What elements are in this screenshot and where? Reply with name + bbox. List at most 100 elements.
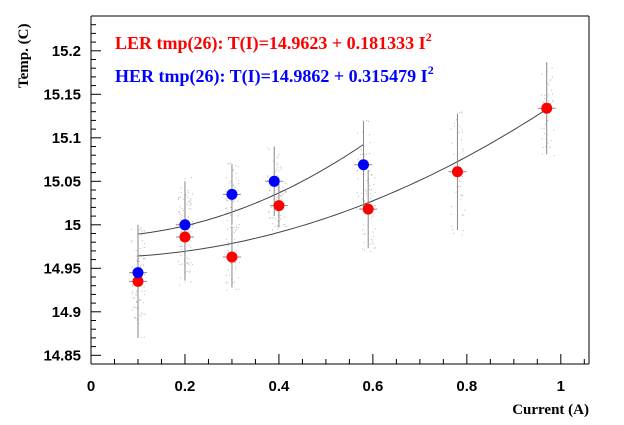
noise-dot bbox=[460, 199, 462, 201]
noise-dot bbox=[178, 261, 180, 263]
noise-dot bbox=[360, 153, 362, 155]
noise-dot bbox=[456, 119, 458, 121]
her-data-point bbox=[132, 267, 144, 279]
noise-dot bbox=[365, 190, 367, 192]
noise-dot bbox=[227, 281, 229, 283]
ler-data-point bbox=[362, 203, 374, 215]
noise-dot bbox=[462, 148, 464, 150]
noise-dot bbox=[131, 309, 133, 311]
noise-dot bbox=[143, 286, 145, 288]
noise-dot bbox=[177, 197, 179, 199]
noise-dot bbox=[144, 294, 146, 296]
noise-dot bbox=[461, 111, 463, 113]
noise-dot bbox=[235, 230, 237, 232]
noise-dot bbox=[224, 207, 226, 209]
noise-dot bbox=[373, 247, 375, 249]
noise-dot bbox=[548, 100, 550, 102]
noise-dot bbox=[141, 291, 143, 293]
noise-dot bbox=[237, 215, 239, 217]
noise-dot bbox=[280, 215, 282, 217]
noise-dot bbox=[460, 194, 462, 196]
noise-dot bbox=[540, 94, 542, 96]
noise-dot bbox=[546, 120, 548, 122]
noise-dot bbox=[232, 282, 234, 284]
noise-dot bbox=[186, 203, 188, 205]
noise-dot bbox=[371, 174, 373, 176]
noise-dot bbox=[278, 153, 280, 155]
her-data-point bbox=[179, 219, 191, 231]
noise-dot bbox=[547, 94, 549, 96]
noise-dot bbox=[280, 218, 282, 220]
noise-dot bbox=[186, 196, 188, 198]
noise-dot bbox=[188, 207, 190, 209]
noise-dot bbox=[183, 199, 185, 201]
noise-dot bbox=[551, 93, 553, 95]
noise-dot bbox=[191, 220, 193, 222]
noise-dot bbox=[136, 300, 138, 302]
noise-dot bbox=[136, 301, 138, 303]
her-fit-equation: HER tmp(26): T(I)=14.9862 + 0.315479 I2 bbox=[115, 63, 434, 87]
noise-dot bbox=[277, 155, 279, 157]
noise-dot bbox=[550, 140, 552, 142]
noise-dot bbox=[238, 223, 240, 225]
noise-dot bbox=[361, 248, 363, 250]
ler-fit-equation-exponent: 2 bbox=[426, 30, 432, 44]
noise-dot bbox=[370, 193, 372, 195]
noise-dot bbox=[371, 189, 373, 191]
noise-dot bbox=[459, 112, 461, 114]
noise-dot bbox=[274, 218, 276, 220]
x-tick-label: 0.8 bbox=[456, 378, 477, 395]
noise-dot bbox=[553, 129, 555, 131]
noise-dot bbox=[373, 184, 375, 186]
noise-dot bbox=[285, 182, 287, 184]
noise-dot bbox=[235, 165, 237, 167]
noise-dot bbox=[178, 211, 180, 213]
noise-dot bbox=[186, 262, 188, 264]
noise-dot bbox=[279, 195, 281, 197]
noise-dot bbox=[143, 258, 145, 260]
noise-dot bbox=[187, 216, 189, 218]
noise-dot bbox=[138, 299, 140, 301]
noise-dot bbox=[140, 336, 142, 338]
noise-dot bbox=[541, 127, 543, 129]
noise-dot bbox=[237, 244, 239, 246]
noise-dot bbox=[372, 201, 374, 203]
noise-dot bbox=[272, 160, 274, 162]
background-scatter-noise bbox=[130, 67, 555, 338]
noise-dot bbox=[139, 266, 141, 268]
noise-dot bbox=[363, 224, 365, 226]
noise-dot bbox=[271, 229, 273, 231]
noise-dot bbox=[277, 225, 279, 227]
noise-dot bbox=[461, 129, 463, 131]
noise-dot bbox=[280, 168, 282, 170]
noise-dot bbox=[186, 257, 188, 259]
noise-dot bbox=[181, 215, 183, 217]
fit-curve bbox=[137, 144, 364, 235]
noise-dot bbox=[238, 183, 240, 185]
noise-dot bbox=[356, 169, 358, 171]
noise-dot bbox=[547, 82, 549, 84]
ler-data-point bbox=[179, 231, 191, 243]
noise-dot bbox=[280, 166, 282, 168]
noise-dot bbox=[180, 277, 182, 279]
noise-dot bbox=[235, 250, 237, 252]
noise-dot bbox=[139, 314, 141, 316]
noise-dot bbox=[133, 316, 135, 318]
noise-dot bbox=[369, 185, 371, 187]
fit-curves bbox=[137, 108, 547, 257]
noise-dot bbox=[363, 233, 365, 235]
ler-data-point bbox=[451, 166, 463, 178]
noise-dot bbox=[237, 190, 239, 192]
noise-dot bbox=[553, 155, 555, 157]
noise-dot bbox=[279, 190, 281, 192]
noise-dot bbox=[187, 262, 189, 264]
noise-dot bbox=[225, 177, 227, 179]
noise-dot bbox=[189, 271, 191, 273]
noise-dot bbox=[140, 228, 142, 230]
noise-dot bbox=[541, 138, 543, 140]
noise-dot bbox=[461, 195, 463, 197]
noise-dot bbox=[461, 234, 463, 236]
noise-dot bbox=[453, 125, 455, 127]
noise-dot bbox=[227, 250, 229, 252]
